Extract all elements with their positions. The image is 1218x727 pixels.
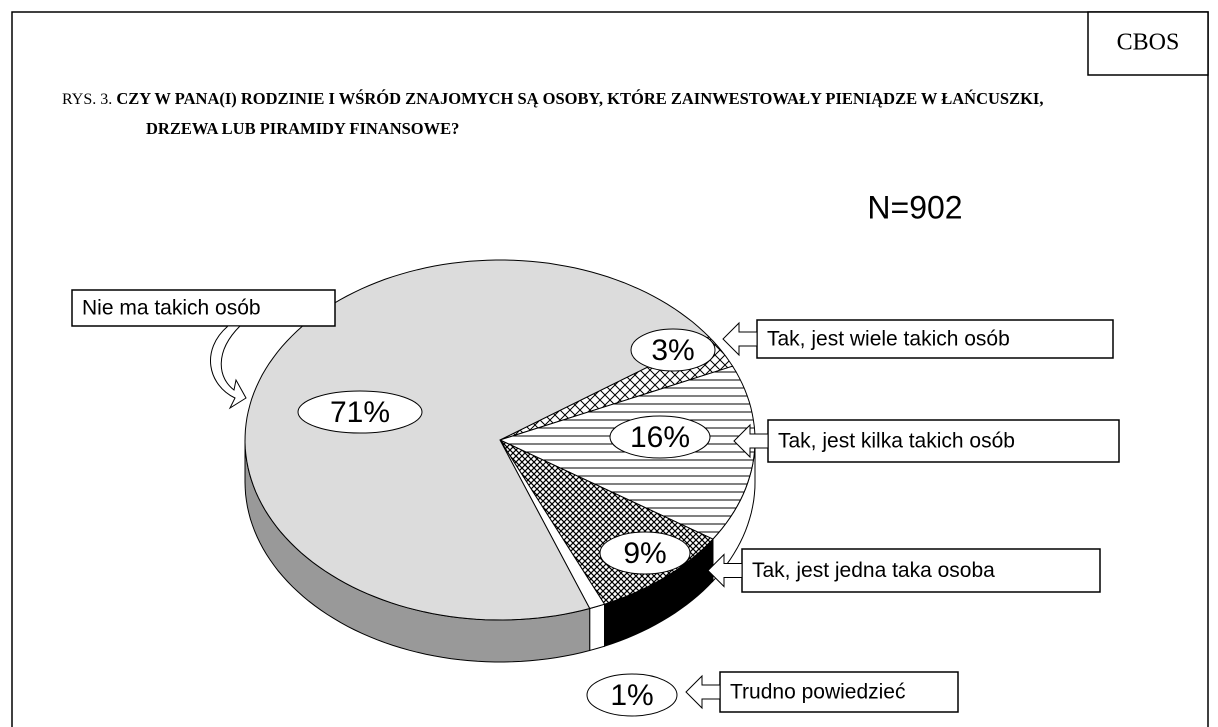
labels: 71% Nie ma takich osób 3% Tak, jest wiele t… [71,289,1120,717]
callout-arrow [210,325,247,410]
legend-box [71,289,336,327]
value-label: 9% [623,537,666,570]
chart-title: CZY W PANA(I) RODZINIE I WŚRÓD ZNAJOMYCH… [116,89,1044,138]
legend-box [756,319,1114,359]
value-label-bubble [609,415,711,459]
source-box [1087,11,1209,76]
pie [244,259,756,663]
figure-label: RYS. 3. [62,91,113,108]
slice [244,259,710,621]
legend-label: Tak, jest wiele takich osób [767,328,1010,351]
value-label-bubble [630,328,716,372]
source: CBOS [1117,30,1180,56]
slice-side [589,603,605,652]
value-label: 71% [330,396,390,429]
title-block: RYS. 3. CZY W PANA(I) RODZINIE I WŚRÓD Z… [62,84,1046,143]
legend-label: Tak, jest jedna taka osoba [752,559,995,582]
legend-label: Tak, jest kilka takich osób [778,430,1015,453]
legend-box [719,671,959,713]
value-label: 1% [610,679,653,712]
legend-label: Trudno powiedzieć [730,681,906,704]
callout-arrow [722,321,758,357]
value-label-bubble [586,673,678,717]
annotation: N=902 [867,189,962,225]
callout-arrow [733,423,769,459]
callout-arrow [707,553,743,588]
callout-arrow [685,674,721,710]
value-label-bubble [297,390,423,434]
legend-label: Nie ma takich osób [82,297,261,320]
legend-box [741,548,1101,593]
value-label-bubble [599,531,691,575]
value-label: 3% [651,334,694,367]
legend-box [767,419,1120,463]
value-label: 16% [630,421,690,454]
frame [11,11,1209,727]
